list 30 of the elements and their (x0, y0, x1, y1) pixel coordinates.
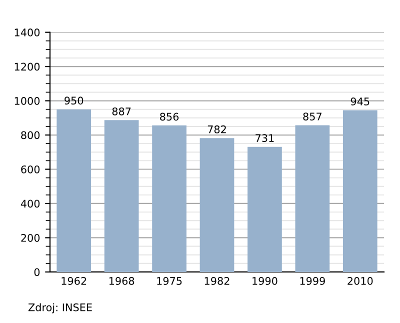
bar (342, 110, 378, 272)
data-label: 945 (350, 98, 370, 106)
data-label: 950 (64, 96, 84, 105)
text: Zdroj: INSEE (28, 303, 92, 314)
x-tick-label: 1968 (109, 277, 134, 285)
y-tick-label: 400 (20, 200, 40, 208)
y-tick-label: 1000 (14, 97, 40, 105)
y-tick-label: 0 (34, 268, 40, 276)
x-tick-label: 1982 (204, 277, 230, 285)
x-tick-label: 1962 (62, 277, 86, 285)
y-tick-label: 600 (21, 165, 40, 174)
x-tick-label: 1975 (157, 277, 182, 285)
data-label: 887 (112, 107, 131, 116)
data-label: 856 (160, 112, 179, 121)
y-tick-label: 200 (21, 234, 40, 242)
bar (200, 138, 234, 272)
y-tick-label: 1200 (14, 62, 40, 71)
x-tick-label: 2010 (348, 277, 373, 285)
data-label: 857 (303, 112, 322, 120)
data-label: 782 (208, 125, 226, 134)
data-label: 731 (256, 134, 274, 142)
y-tick-label: 800 (21, 131, 40, 140)
y-tick-label: 1400 (14, 28, 40, 36)
bar (56, 109, 92, 272)
bar (104, 120, 139, 272)
bar (248, 146, 282, 272)
x-tick-label: 1990 (252, 277, 278, 285)
bar (152, 125, 186, 272)
bar (295, 125, 330, 272)
x-tick-label: 1999 (300, 277, 325, 285)
